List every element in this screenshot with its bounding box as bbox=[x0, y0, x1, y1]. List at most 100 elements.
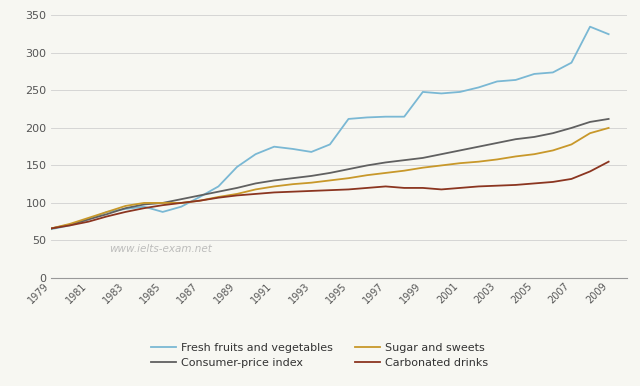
Carbonated drinks bbox=[531, 181, 538, 186]
Sugar and sweets bbox=[47, 226, 55, 231]
Consumer-price index bbox=[493, 141, 501, 145]
Carbonated drinks bbox=[140, 206, 148, 210]
Carbonated drinks bbox=[196, 198, 204, 203]
Sugar and sweets bbox=[289, 182, 296, 186]
Carbonated drinks bbox=[419, 186, 427, 190]
Fresh fruits and vegetables bbox=[438, 91, 445, 96]
Consumer-price index bbox=[84, 217, 92, 222]
Consumer-price index bbox=[382, 160, 390, 165]
Consumer-price index bbox=[401, 158, 408, 163]
Consumer-price index bbox=[419, 156, 427, 160]
Fresh fruits and vegetables bbox=[233, 164, 241, 169]
Consumer-price index bbox=[47, 226, 55, 231]
Fresh fruits and vegetables bbox=[177, 204, 185, 209]
Fresh fruits and vegetables bbox=[140, 204, 148, 209]
Consumer-price index bbox=[177, 197, 185, 201]
Sugar and sweets bbox=[531, 152, 538, 156]
Sugar and sweets bbox=[307, 180, 315, 185]
Fresh fruits and vegetables bbox=[307, 150, 315, 154]
Consumer-price index bbox=[103, 212, 111, 217]
Consumer-price index bbox=[345, 167, 353, 171]
Carbonated drinks bbox=[84, 219, 92, 224]
Sugar and sweets bbox=[214, 195, 222, 199]
Consumer-price index bbox=[326, 171, 333, 175]
Carbonated drinks bbox=[401, 186, 408, 190]
Fresh fruits and vegetables bbox=[364, 115, 371, 120]
Carbonated drinks bbox=[438, 187, 445, 192]
Sugar and sweets bbox=[270, 184, 278, 189]
Line: Carbonated drinks: Carbonated drinks bbox=[51, 162, 609, 229]
Carbonated drinks bbox=[270, 190, 278, 195]
Carbonated drinks bbox=[233, 193, 241, 198]
Fresh fruits and vegetables bbox=[252, 152, 259, 156]
Sugar and sweets bbox=[493, 157, 501, 162]
Sugar and sweets bbox=[122, 203, 129, 208]
Consumer-price index bbox=[214, 190, 222, 194]
Sugar and sweets bbox=[549, 148, 557, 153]
Carbonated drinks bbox=[568, 177, 575, 181]
Sugar and sweets bbox=[438, 163, 445, 168]
Fresh fruits and vegetables bbox=[549, 70, 557, 75]
Fresh fruits and vegetables bbox=[103, 210, 111, 214]
Fresh fruits and vegetables bbox=[84, 217, 92, 222]
Consumer-price index bbox=[568, 125, 575, 130]
Sugar and sweets bbox=[103, 210, 111, 214]
Consumer-price index bbox=[456, 148, 464, 153]
Fresh fruits and vegetables bbox=[122, 207, 129, 211]
Sugar and sweets bbox=[605, 125, 612, 130]
Carbonated drinks bbox=[549, 179, 557, 184]
Consumer-price index bbox=[605, 117, 612, 121]
Carbonated drinks bbox=[177, 201, 185, 205]
Sugar and sweets bbox=[382, 171, 390, 175]
Fresh fruits and vegetables bbox=[326, 142, 333, 147]
Fresh fruits and vegetables bbox=[568, 60, 575, 65]
Consumer-price index bbox=[475, 144, 483, 149]
Sugar and sweets bbox=[419, 165, 427, 170]
Sugar and sweets bbox=[326, 178, 333, 183]
Fresh fruits and vegetables bbox=[382, 114, 390, 119]
Fresh fruits and vegetables bbox=[270, 144, 278, 149]
Fresh fruits and vegetables bbox=[586, 24, 594, 29]
Fresh fruits and vegetables bbox=[531, 72, 538, 76]
Fresh fruits and vegetables bbox=[605, 32, 612, 37]
Carbonated drinks bbox=[326, 188, 333, 193]
Fresh fruits and vegetables bbox=[475, 85, 483, 90]
Consumer-price index bbox=[307, 174, 315, 178]
Carbonated drinks bbox=[47, 226, 55, 231]
Sugar and sweets bbox=[177, 201, 185, 205]
Consumer-price index bbox=[233, 186, 241, 190]
Fresh fruits and vegetables bbox=[456, 90, 464, 94]
Consumer-price index bbox=[196, 193, 204, 198]
Line: Sugar and sweets: Sugar and sweets bbox=[51, 128, 609, 229]
Fresh fruits and vegetables bbox=[159, 210, 166, 214]
Consumer-price index bbox=[122, 206, 129, 210]
Sugar and sweets bbox=[233, 191, 241, 196]
Carbonated drinks bbox=[345, 187, 353, 192]
Fresh fruits and vegetables bbox=[401, 114, 408, 119]
Consumer-price index bbox=[270, 178, 278, 183]
Consumer-price index bbox=[586, 120, 594, 124]
Carbonated drinks bbox=[159, 203, 166, 208]
Sugar and sweets bbox=[568, 142, 575, 147]
Text: www.ielts-exam.net: www.ielts-exam.net bbox=[109, 244, 212, 254]
Fresh fruits and vegetables bbox=[196, 195, 204, 199]
Carbonated drinks bbox=[605, 159, 612, 164]
Consumer-price index bbox=[531, 135, 538, 139]
Consumer-price index bbox=[159, 201, 166, 205]
Legend: Fresh fruits and vegetables, Consumer-price index, Sugar and sweets, Carbonated : Fresh fruits and vegetables, Consumer-pr… bbox=[147, 338, 493, 373]
Sugar and sweets bbox=[401, 168, 408, 173]
Carbonated drinks bbox=[122, 210, 129, 214]
Line: Consumer-price index: Consumer-price index bbox=[51, 119, 609, 229]
Consumer-price index bbox=[512, 137, 520, 142]
Sugar and sweets bbox=[159, 201, 166, 205]
Fresh fruits and vegetables bbox=[214, 184, 222, 189]
Carbonated drinks bbox=[586, 169, 594, 174]
Fresh fruits and vegetables bbox=[66, 223, 74, 228]
Sugar and sweets bbox=[364, 173, 371, 178]
Carbonated drinks bbox=[475, 184, 483, 189]
Fresh fruits and vegetables bbox=[345, 117, 353, 121]
Fresh fruits and vegetables bbox=[289, 147, 296, 151]
Sugar and sweets bbox=[196, 198, 204, 203]
Consumer-price index bbox=[66, 222, 74, 227]
Carbonated drinks bbox=[364, 186, 371, 190]
